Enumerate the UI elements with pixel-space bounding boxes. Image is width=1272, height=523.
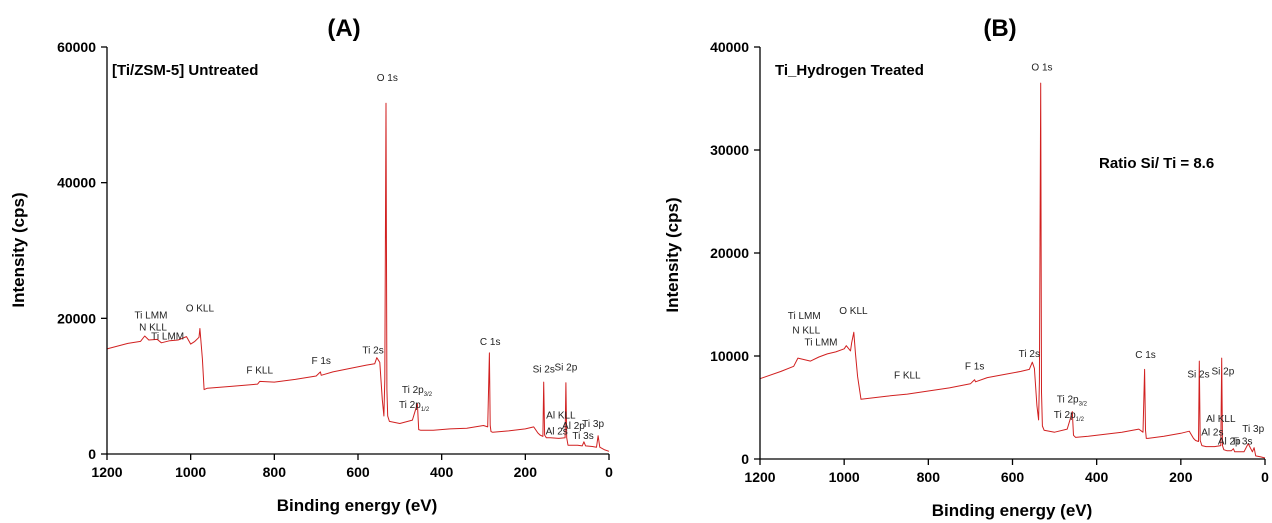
- y-tick-label: 40000: [57, 175, 96, 191]
- peak-label: O KLL: [839, 306, 868, 317]
- y-tick-label: 20000: [710, 245, 749, 261]
- y-tick-label: 0: [88, 446, 96, 462]
- peak-label: Al 2s: [1201, 427, 1223, 438]
- peak-label: Al 2p: [1218, 437, 1241, 448]
- x-tick-label: 1200: [91, 464, 122, 480]
- peak-label: Ti LMM: [805, 338, 838, 349]
- x-tick-label: 1200: [744, 469, 775, 485]
- x-tick-label: 600: [346, 464, 370, 480]
- x-axis-title: Binding energy (eV): [277, 496, 438, 515]
- peak-label: F 1s: [965, 361, 984, 372]
- peak-label: Al 2s: [546, 426, 568, 437]
- peak-label: Al KLL: [546, 411, 576, 422]
- y-axis-title: Intensity (cps): [663, 197, 682, 312]
- chart-panel-a: (A) 1200 1000 800 600 400 200 0020000400006000…: [9, 15, 613, 515]
- peak-label: Ti 3s: [572, 431, 593, 442]
- peak-label: Ti 3p: [1242, 424, 1264, 435]
- x-tick-label: 1000: [829, 469, 860, 485]
- ratio-note: Ratio Si/ Ti = 8.6: [1099, 155, 1214, 172]
- y-tick-label: 60000: [57, 39, 96, 55]
- peak-label: C 1s: [480, 337, 501, 348]
- x-tick-label: 1000: [175, 464, 206, 480]
- peak-label: O 1s: [1031, 63, 1052, 74]
- y-tick-label: 10000: [710, 348, 749, 364]
- y-tick-label: 20000: [57, 310, 96, 326]
- panel-label: (B): [983, 15, 1016, 42]
- peak-label: Ti 3s: [1231, 437, 1252, 448]
- peak-label: F KLL: [246, 365, 273, 376]
- peak-label: Ti 2s: [1019, 349, 1040, 360]
- peak-label: Si 2s: [533, 365, 555, 376]
- x-axis-title: Binding energy (eV): [932, 501, 1093, 520]
- peak-label: F KLL: [894, 371, 921, 382]
- peak-label: Ti 2p3/2: [1057, 394, 1088, 407]
- peak-label: Ti 2p1/2: [399, 400, 430, 413]
- spectrum-line: [106, 102, 610, 452]
- x-tick-label: 0: [605, 464, 613, 480]
- peak-label: Si 2s: [1187, 370, 1209, 381]
- peak-label: C 1s: [1135, 350, 1156, 361]
- peak-label: Ti LMM: [151, 331, 184, 342]
- panel-label: (A): [327, 15, 360, 42]
- peak-label: N KLL: [792, 325, 820, 336]
- y-tick-label: 30000: [710, 142, 749, 158]
- peak-label: Ti LMM: [134, 310, 167, 321]
- peak-label: Si 2p: [1212, 367, 1235, 378]
- chart-title: Ti_Hydrogen Treated: [775, 62, 924, 79]
- peak-label: Ti 3p: [582, 419, 604, 430]
- peak-label: Ti 2s: [362, 346, 383, 357]
- x-tick-label: 200: [1169, 469, 1193, 485]
- x-tick-label: 400: [1085, 469, 1109, 485]
- y-tick-label: 40000: [710, 39, 749, 55]
- y-axis-title: Intensity (cps): [9, 192, 28, 307]
- peak-label: Al KLL: [1206, 414, 1236, 425]
- peak-label: N KLL: [139, 323, 167, 334]
- peak-label: F 1s: [311, 356, 330, 367]
- peak-label: Si 2p: [555, 363, 578, 374]
- x-tick-label: 800: [263, 464, 287, 480]
- peak-label: Ti 2p3/2: [402, 385, 433, 398]
- x-tick-label: 400: [430, 464, 454, 480]
- y-tick-label: 0: [741, 451, 749, 467]
- spectrum-line: [759, 82, 1266, 459]
- x-tick-label: 600: [1001, 469, 1025, 485]
- plot-area: 1200 1000 800 600 400 200 00100002000030000400…: [710, 39, 1269, 485]
- peak-label: O KLL: [186, 304, 215, 315]
- peak-label: O 1s: [377, 73, 398, 84]
- chart-panel-b: (B) 1200 1000 800 600 400 200 0010000200003000…: [663, 15, 1269, 520]
- peak-label: Al 2p: [562, 421, 585, 432]
- x-tick-label: 800: [917, 469, 941, 485]
- chart-title: [Ti/ZSM-5] Untreated: [112, 62, 258, 79]
- peak-label: Ti LMM: [788, 311, 821, 322]
- x-tick-label: 200: [514, 464, 538, 480]
- x-tick-label: 0: [1261, 469, 1269, 485]
